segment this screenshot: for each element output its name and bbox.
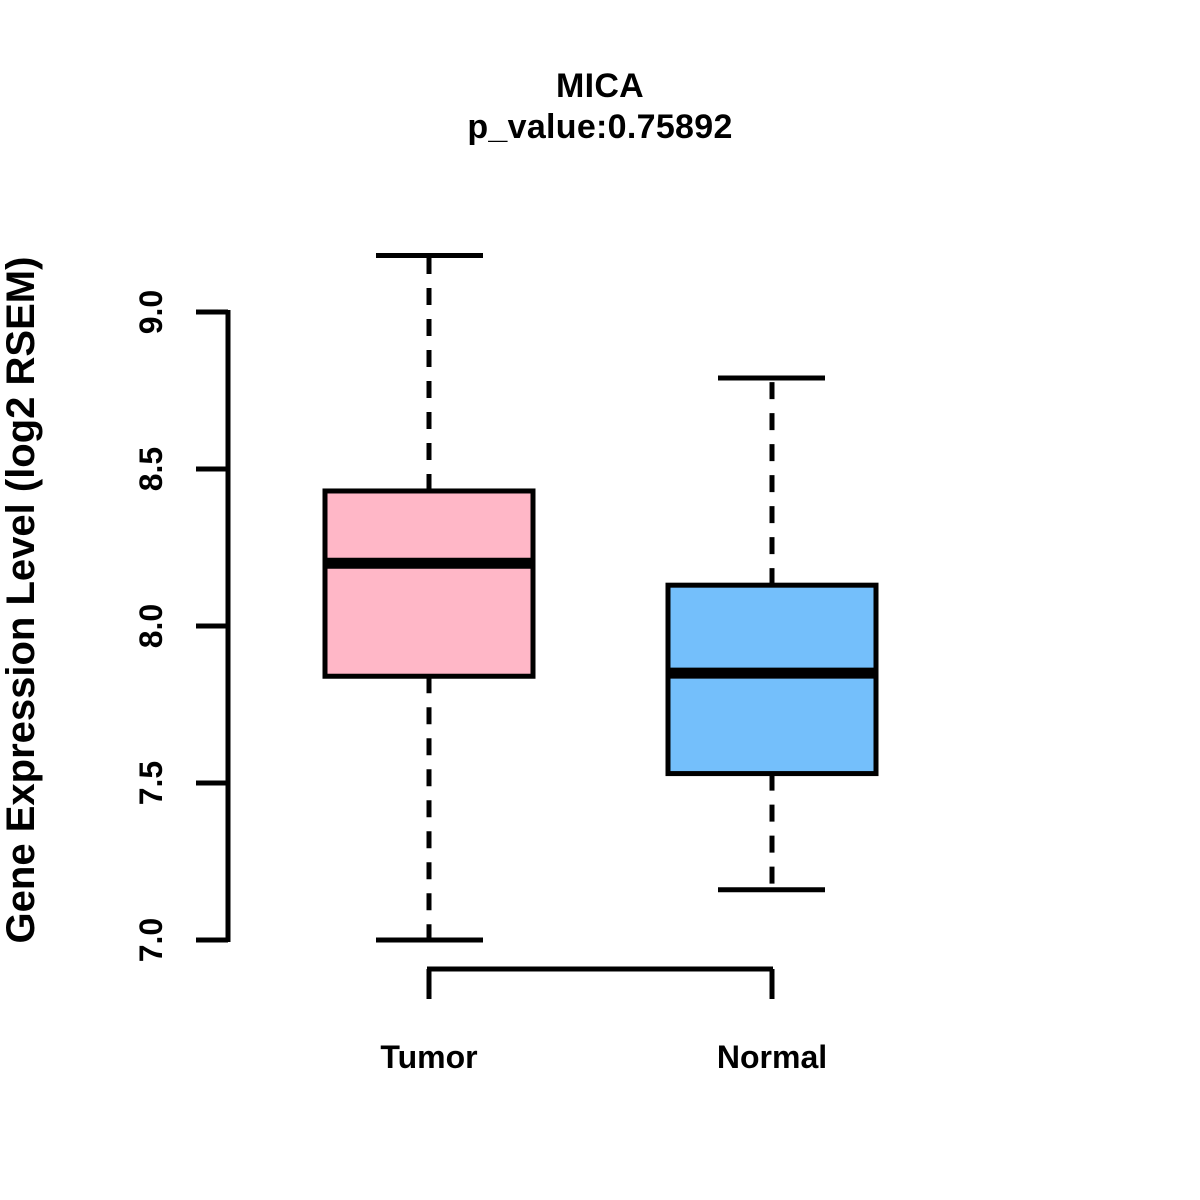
boxplot-group-normal <box>665 375 879 893</box>
y-tick-label-8-5: 8.5 <box>133 446 169 492</box>
chart-title: MICA <box>555 67 645 105</box>
normal-box <box>665 582 879 777</box>
boxplot-group-tumor <box>322 252 536 943</box>
chart-title-block: MICA p_value:0.75892 <box>0 66 1200 149</box>
x-axis-group <box>426 966 775 999</box>
x-tick-label-normal: Normal <box>716 1039 828 1075</box>
y-tick-label-9-0: 9.0 <box>133 289 169 335</box>
x-tick-label-tumor: Tumor <box>380 1039 478 1075</box>
chart-subtitle-pvalue: p_value:0.75892 <box>467 108 733 147</box>
y-tick-label-7-5: 7.5 <box>133 760 169 806</box>
y-tick-label-8-0: 8.0 <box>133 603 169 649</box>
y-tick-label-7-0: 7.0 <box>133 917 169 963</box>
tumor-box <box>322 488 536 679</box>
